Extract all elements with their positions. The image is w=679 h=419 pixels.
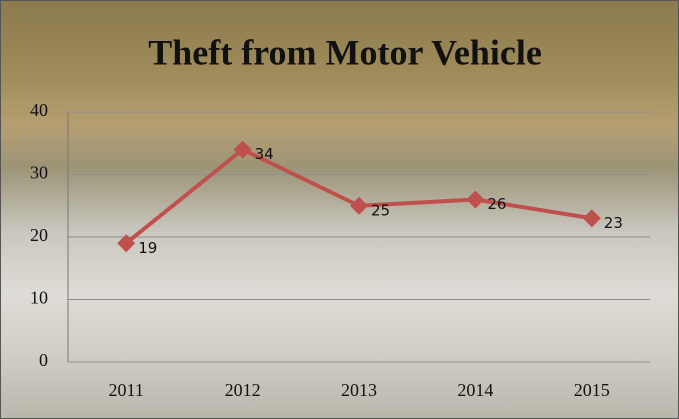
y-tick-label: 0 [39,350,48,370]
data-label: 26 [487,195,506,213]
x-tick-label: 2011 [109,380,144,400]
y-tick-label: 20 [30,225,48,245]
data-marker [350,196,368,215]
x-tick-label: 2013 [341,380,377,400]
x-tick-label: 2014 [457,380,493,400]
data-marker [233,140,252,159]
chart-title: Theft from Motor Vehicle [148,32,542,72]
data-marker [582,209,601,228]
y-tick-label: 10 [30,288,48,308]
x-tick-label: 2015 [574,380,610,400]
data-label: 19 [138,239,157,257]
data-label: 25 [371,201,390,219]
y-tick-label: 30 [30,163,48,183]
data-marker [117,234,136,253]
y-tick-label: 40 [30,100,48,120]
data-label: 34 [255,145,274,163]
data-label: 23 [604,214,623,232]
data-line [124,147,593,245]
x-tick-label: 2012 [225,380,261,400]
data-marker [466,190,485,209]
